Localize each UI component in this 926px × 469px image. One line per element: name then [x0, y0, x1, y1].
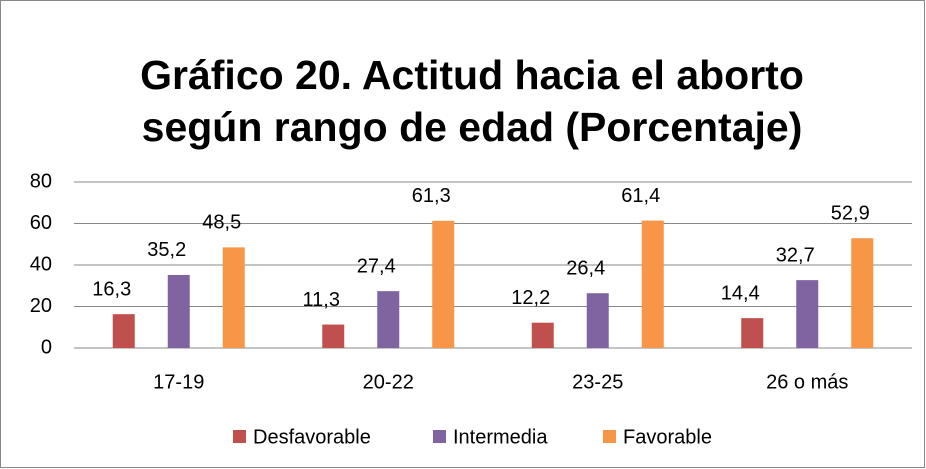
x-tick-label: 20-22 — [363, 371, 414, 393]
data-label: 48,5 — [202, 212, 241, 234]
bar — [377, 291, 400, 348]
y-tick-label: 0 — [41, 336, 52, 358]
legend-swatch — [603, 430, 616, 443]
bar — [112, 314, 135, 348]
x-tick-label: 26 o más — [766, 371, 848, 393]
data-label: 12,2 — [511, 287, 550, 309]
x-tick-label: 23-25 — [572, 371, 623, 393]
data-label: 61,3 — [412, 185, 451, 207]
bar — [322, 324, 345, 348]
bar — [432, 220, 455, 348]
data-label: 16,3 — [92, 278, 131, 300]
legend-label: Desfavorable — [253, 426, 371, 448]
data-label: 35,2 — [147, 239, 186, 261]
bar — [222, 247, 245, 348]
data-label: 27,4 — [357, 255, 396, 277]
bar — [796, 280, 819, 348]
y-tick-label: 60 — [30, 212, 52, 234]
data-label: 26,4 — [566, 258, 605, 280]
y-tick-label: 40 — [30, 253, 52, 275]
x-tick-label: 17-19 — [153, 371, 204, 393]
data-label: 11,3 — [303, 289, 340, 311]
bar — [167, 274, 190, 348]
bar — [851, 238, 874, 348]
legend-label: Intermedia — [453, 426, 548, 448]
data-label: 14,4 — [721, 282, 760, 304]
data-label: 32,7 — [776, 244, 815, 266]
legend-label: Favorable — [623, 426, 712, 448]
legend-swatch — [233, 430, 246, 443]
bar — [641, 220, 664, 348]
y-tick-label: 20 — [30, 295, 52, 317]
bar — [531, 322, 554, 348]
data-label: 61,4 — [621, 185, 660, 207]
y-tick-label: 80 — [30, 170, 52, 192]
chart-title: Gráfico 20. Actitud hacia el aborto — [140, 52, 804, 98]
bar — [741, 318, 764, 348]
bar — [586, 293, 609, 348]
data-label: 52,9 — [831, 203, 870, 225]
chart-title: según rango de edad (Porcentaje) — [142, 104, 803, 150]
legend-swatch — [433, 430, 446, 443]
